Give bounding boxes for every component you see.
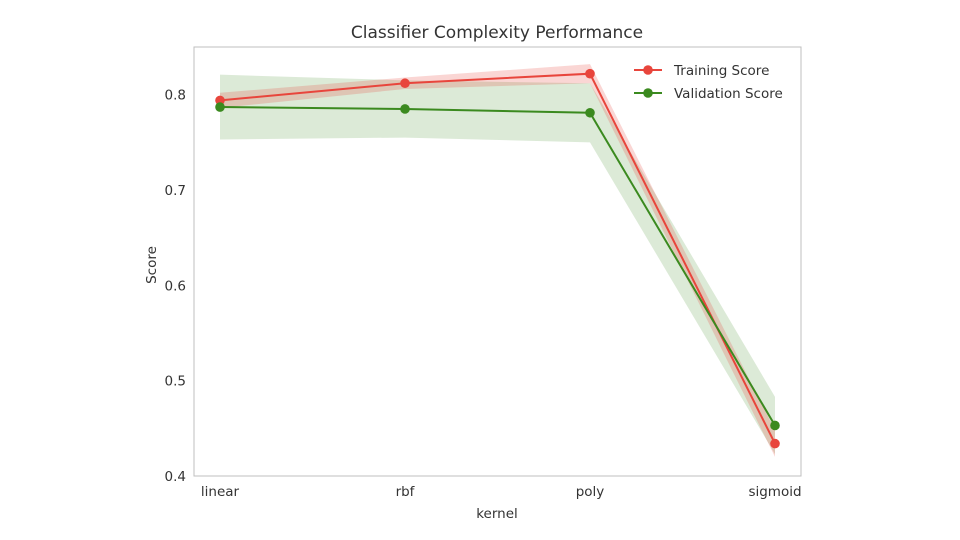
y-tick-label-0: 0.4: [165, 469, 186, 485]
y-axis-label: Score: [144, 246, 160, 284]
x-tick-label-1: rbf: [396, 484, 416, 500]
legend-swatch-marker-0: [643, 65, 653, 75]
series-1-point-1: [400, 104, 410, 114]
series-0-point-2: [585, 68, 595, 79]
x-tick-label-3: sigmoid: [748, 484, 801, 500]
series-1-point-2: [585, 107, 595, 118]
legend-swatch-marker-1: [643, 88, 653, 98]
series-1-band: [220, 74, 775, 455]
y-tick-label-1: 0.5: [165, 374, 186, 390]
legend-label-1: Validation Score: [674, 86, 783, 102]
legend-label-0: Training Score: [673, 63, 769, 79]
series-1-point-3: [770, 420, 780, 431]
x-tick-label-0: linear: [201, 484, 240, 500]
series-1-point-0: [215, 102, 225, 112]
series-1-line: [219, 106, 776, 426]
series-0-line: [219, 72, 776, 445]
series-0-point-3: [770, 438, 780, 449]
chart-title: Classifier Complexity Performance: [351, 23, 643, 43]
y-tick-label-3: 0.7: [165, 183, 186, 199]
series-0-point-0: [215, 95, 225, 106]
series-0-point-1: [400, 78, 410, 89]
series-0-band: [220, 64, 775, 457]
y-tick-label-4: 0.8: [165, 88, 186, 104]
y-tick-label-2: 0.6: [165, 278, 186, 294]
plot-frame: [193, 46, 802, 477]
x-axis-label: kernel: [476, 506, 518, 522]
x-tick-label-2: poly: [576, 484, 605, 500]
legend: Training Score Validation Score: [634, 63, 783, 102]
